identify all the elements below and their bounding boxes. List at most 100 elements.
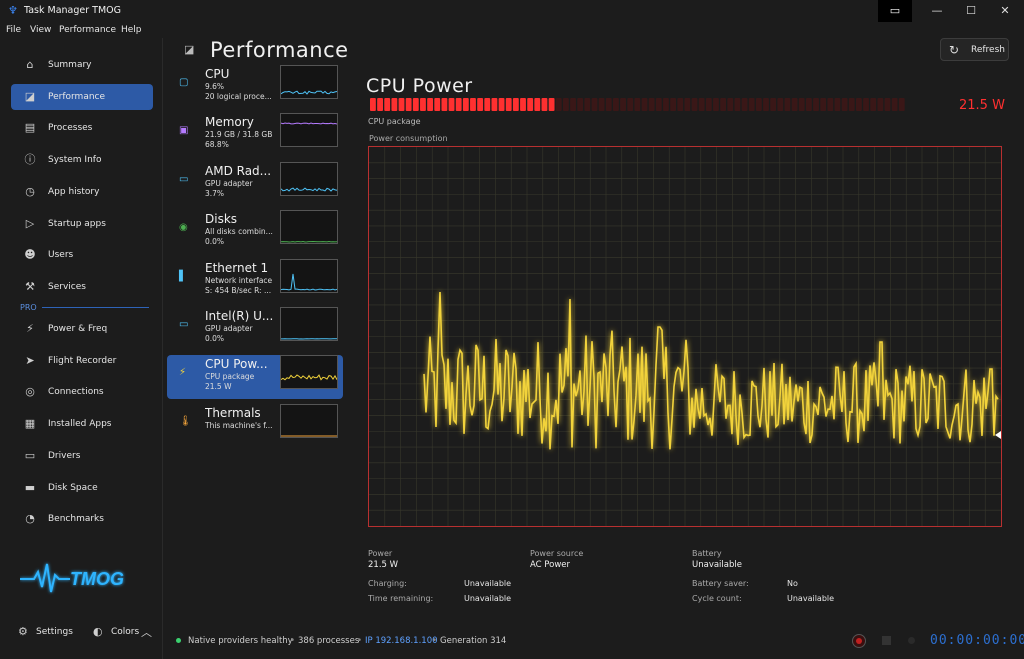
power-bar-segment-lit [405, 98, 412, 111]
resource-sparkline [280, 65, 338, 99]
power-bar-segment-off [784, 98, 791, 111]
power-bar-segment-off [720, 98, 727, 111]
power-bar-segment-off [612, 98, 619, 111]
power-bar-segment-lit [527, 98, 534, 111]
resource-sparkline [280, 307, 338, 341]
menu-performance[interactable]: Performance [59, 25, 117, 35]
power-bar-segment-off [820, 98, 827, 111]
maximize-icon[interactable]: ☐ [966, 4, 976, 17]
status-separator: • [357, 636, 363, 646]
resource-item-memory[interactable]: ▣ Memory 21.9 GB / 31.8 GB 68.8% [167, 113, 343, 157]
power-value: 21.5 W [959, 98, 1005, 113]
resource-detail: 68.8% [205, 140, 229, 150]
sidebar-item-benchmarks[interactable]: ◔ Benchmarks [11, 506, 153, 532]
settings-button[interactable]: ⚙ Settings [18, 624, 78, 640]
power-bar-segment-off [691, 98, 698, 111]
resource-detail: GPU adapter [205, 178, 253, 188]
sidebar-item-flight-recorder[interactable]: ➤ Flight Recorder [11, 348, 153, 374]
memory-icon: ▣ [179, 125, 189, 137]
sidebar-item-installed-apps[interactable]: ▦ Installed Apps [11, 411, 153, 437]
palette-icon: ◐ [93, 625, 103, 638]
resource-item-ethernet-1[interactable]: ▌ Ethernet 1 Network interface S: 454 B/sec… [167, 258, 343, 303]
resource-item-disks[interactable]: ◉ Disks All disks combin... 0.0% [167, 210, 343, 254]
pro-section-label: PRO [20, 303, 37, 312]
power-bar-segment-off [813, 98, 819, 111]
recording-timer: 00:00:00:00 [930, 633, 1024, 648]
power-bar-segment-off [670, 98, 677, 111]
refresh-button[interactable]: ↻ Refresh [940, 38, 1009, 61]
power-bar-segment-lit [470, 98, 476, 111]
sidebar-item-label: Performance [48, 91, 106, 102]
resource-item-amd-rad[interactable]: ▭ AMD Rad... GPU adapter 3.7% [167, 161, 343, 206]
power-bar-segment-off [898, 98, 905, 111]
resource-item-cpu[interactable]: ▢ CPU 9.6% 20 logical proce... [167, 65, 343, 109]
sidebar-item-label: App history [48, 186, 100, 197]
battery-saver-label: Battery saver: [692, 579, 749, 588]
power-bar-segment-off [827, 98, 834, 111]
sidebar-item-users[interactable]: ☻ Users [11, 242, 153, 268]
globe-icon: ◎ [25, 385, 35, 399]
info-icon: ⓘ [24, 153, 36, 167]
power-bar-segment-lit [377, 98, 383, 111]
sidebar-item-label: Users [48, 250, 74, 261]
resource-name: Thermals [205, 405, 261, 420]
resource-name: Memory [205, 115, 254, 130]
colors-button[interactable]: ◐ Colors ︿ [93, 624, 155, 640]
colors-label: Colors [111, 627, 140, 637]
power-bar-segment-off [713, 98, 719, 111]
record-button[interactable] [852, 634, 866, 648]
sparkline-trace [281, 273, 337, 291]
power-bar-segment-off [634, 98, 641, 111]
sidebar-item-drivers[interactable]: ▭ Drivers [11, 443, 153, 469]
sidebar-item-system-info[interactable]: ⓘ System Info [11, 147, 153, 173]
resource-detail: All disks combin... [205, 227, 273, 237]
refresh-label: Refresh [971, 45, 1005, 55]
generation-count: Generation 314 [440, 636, 507, 646]
menu-view[interactable]: View [30, 25, 52, 35]
power-stat-label: Power [368, 549, 393, 558]
resource-name: Ethernet 1 [205, 260, 269, 275]
menu-file[interactable]: File [6, 25, 22, 35]
sidebar-item-disk-space[interactable]: ▬ Disk Space [11, 475, 153, 501]
resource-detail: CPU package [205, 372, 255, 382]
health-indicator-icon [176, 638, 181, 643]
resource-sparkline [280, 210, 338, 245]
play-button[interactable] [908, 637, 915, 644]
resource-item-thermals[interactable]: 🌡 Thermals This machine's f... [167, 403, 343, 448]
sidebar-item-startup-apps[interactable]: ▷ Startup apps [11, 211, 153, 237]
sparkline-trace [281, 374, 337, 382]
power-bar-segment-off [570, 98, 576, 111]
power-bar-segment-lit [427, 98, 434, 111]
page-title: Performance [210, 38, 349, 62]
chevron-up-icon[interactable]: ︿ [141, 626, 152, 639]
close-icon[interactable]: ✕ [1000, 4, 1010, 17]
sidebar-item-label: Connections [48, 387, 104, 398]
gauge-icon: ◔ [25, 512, 35, 526]
drivers-icon: ▭ [24, 448, 36, 462]
pin-icon[interactable]: ▭ [878, 0, 912, 22]
users-icon: ☻ [24, 248, 36, 262]
gear-icon: ⚙ [18, 625, 28, 638]
power-bar-segment-lit [505, 98, 512, 111]
sidebar-item-processes[interactable]: ▤ Processes [11, 115, 153, 141]
apps-icon: ▦ [24, 417, 36, 431]
sidebar-item-app-history[interactable]: ◷ App history [11, 179, 153, 205]
health-status: Native providers healthy [188, 636, 293, 646]
menu-help[interactable]: Help [121, 25, 142, 35]
resource-item-intel-r-u[interactable]: ▭ Intel(R) U... GPU adapter 0.0% [167, 307, 343, 351]
sidebar-item-summary[interactable]: ⌂ Summary [11, 52, 153, 78]
resource-name: Disks [205, 212, 238, 227]
sidebar-item-connections[interactable]: ◎ Connections [11, 379, 153, 405]
sidebar-item-power-freq[interactable]: ⚡ Power & Freq [11, 316, 153, 342]
resource-item-cpu-pow[interactable]: ⚡ CPU Pow... CPU package 21.5 W [167, 355, 343, 400]
minimize-icon[interactable]: — [931, 4, 943, 17]
sidebar-item-services[interactable]: ⚒ Services [11, 274, 153, 300]
services-icon: ⚒ [25, 279, 35, 293]
resource-detail: 0.0% [205, 237, 225, 247]
sidebar-item-performance[interactable]: ◪ Performance [11, 83, 153, 110]
stop-button[interactable] [882, 636, 891, 645]
power-bar-segment-off [777, 98, 784, 111]
resource-name: Intel(R) U... [205, 309, 274, 323]
resource-detail: 9.6% [205, 82, 225, 91]
window-title: Task Manager TMOG [24, 5, 122, 16]
